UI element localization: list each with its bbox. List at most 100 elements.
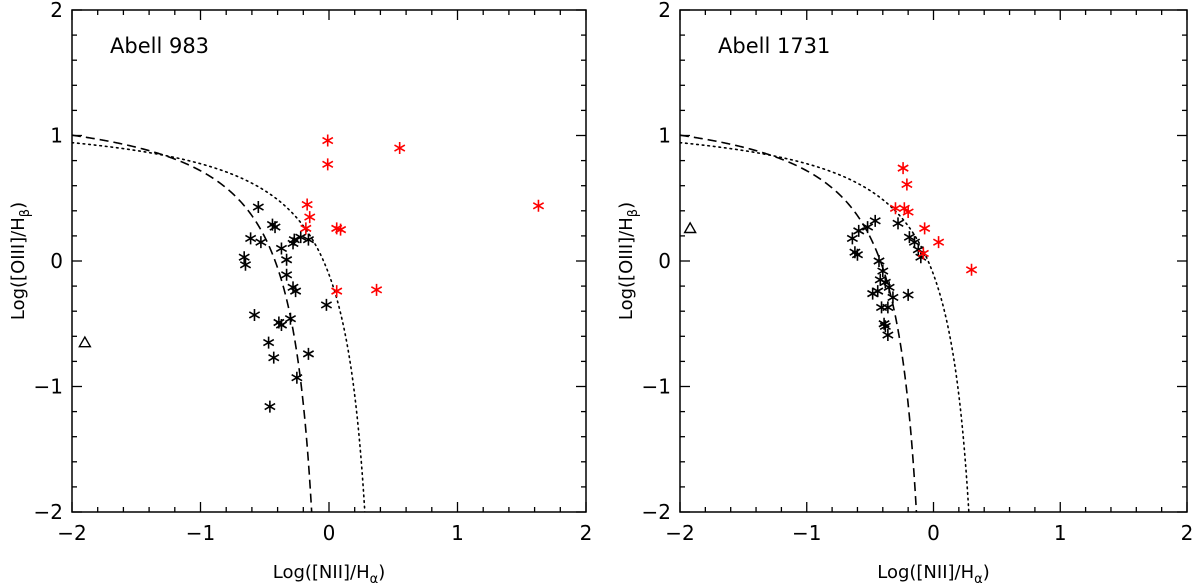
black-asterisk-point — [879, 320, 891, 333]
panel-1: −2 −1 0 1 2 −2 −1 0 1 2 Abell 983 Log([NII]/Hα) Log(… — [8, 0, 593, 587]
triangle-point — [683, 221, 697, 234]
x-tick-label: 2 — [580, 521, 593, 545]
red-asterisk-point — [902, 206, 914, 219]
black-asterisk-point — [853, 224, 865, 237]
black-asterisk-point — [275, 242, 288, 255]
x-tick-label: 0 — [323, 521, 336, 545]
dotted-curve — [72, 141, 366, 512]
black-asterisk-point — [861, 221, 874, 234]
y-tick-label: −2 — [34, 500, 63, 524]
axes-frame — [71, 9, 587, 513]
black-asterisk-point — [269, 221, 281, 234]
black-asterisk-point — [268, 351, 280, 364]
black-asterisk-point — [280, 253, 293, 266]
red-asterisk-point — [897, 162, 909, 175]
red-asterisk-point — [965, 263, 978, 276]
dashed-curve — [680, 134, 918, 512]
y-tick-label: 1 — [50, 124, 63, 148]
y-tick-label: 1 — [658, 124, 671, 148]
red-asterisk-point — [901, 178, 913, 191]
black-asterisk-point — [302, 347, 315, 360]
y-tick-label: −2 — [642, 500, 671, 524]
red-asterisk-point — [322, 134, 334, 147]
black-asterisk-point — [903, 231, 916, 244]
panel-title: Abell 1731 — [718, 34, 830, 58]
x-tick-label: 1 — [1054, 521, 1067, 545]
black-asterisk-point — [851, 248, 864, 261]
x-tick-label: 2 — [1181, 521, 1194, 545]
y-tick-label: 2 — [658, 0, 671, 22]
black-asterisk-point — [887, 291, 899, 304]
red-asterisk-point — [322, 158, 334, 171]
black-asterisk-point — [245, 232, 257, 245]
red-points — [300, 134, 545, 298]
panel-2: −2 −1 0 1 2 −2 −1 0 1 2 Abell 1731 Log([NII]/Hα) Log… — [616, 0, 1194, 587]
triangle-point — [78, 335, 92, 348]
y-tick-label: −1 — [642, 375, 671, 399]
black-asterisk-point — [892, 217, 904, 230]
axes-frame — [679, 9, 1188, 513]
black-asterisk-point — [869, 214, 881, 227]
black-asterisk-point — [275, 319, 288, 332]
black-asterisk-point — [320, 298, 333, 311]
y-tick-label: 2 — [50, 0, 63, 22]
black-asterisk-point — [875, 301, 888, 314]
x-tick-label: −2 — [665, 521, 694, 545]
black-asterisk-point — [238, 251, 250, 264]
x-tick-label: 0 — [927, 521, 940, 545]
black-points — [846, 214, 927, 342]
black-asterisk-point — [882, 329, 894, 342]
black-asterisk-point — [287, 281, 299, 294]
red-asterisk-point — [370, 283, 383, 296]
red-asterisk-point — [300, 222, 312, 235]
red-asterisk-point — [331, 285, 343, 298]
red-asterisk-point — [932, 236, 945, 249]
x-axis-label: Log([NII]/Hα) — [273, 562, 386, 584]
black-asterisk-point — [263, 336, 275, 349]
triangle-points — [683, 221, 697, 234]
red-asterisk-point — [532, 199, 545, 212]
black-points — [238, 201, 333, 413]
black-asterisk-point — [883, 281, 895, 294]
black-asterisk-point — [289, 285, 302, 298]
red-asterisk-point — [919, 222, 931, 235]
x-tick-label: −1 — [186, 521, 215, 545]
y-tick-label: 0 — [50, 249, 63, 273]
black-asterisk-point — [252, 201, 264, 214]
black-asterisk-point — [882, 301, 894, 314]
black-asterisk-point — [873, 255, 885, 267]
demarcation-curves — [680, 134, 970, 512]
y-axis-label: Log([OIII]/Hβ) — [8, 202, 33, 320]
black-asterisk-point — [255, 236, 267, 249]
black-asterisk-point — [248, 308, 261, 321]
y-tick-label: −1 — [34, 375, 63, 399]
black-asterisk-point — [846, 232, 858, 245]
red-asterisk-point — [304, 211, 316, 224]
red-asterisk-point — [301, 198, 313, 211]
black-asterisk-point — [915, 251, 927, 264]
ticks — [679, 9, 1188, 513]
panel-title: Abell 983 — [110, 34, 209, 58]
x-axis-label: Log([NII]/Hα) — [877, 562, 990, 584]
y-axis-label: Log([OIII]/Hβ) — [616, 202, 641, 320]
black-asterisk-point — [284, 312, 297, 325]
triangle-points — [78, 335, 92, 348]
black-asterisk-point — [291, 371, 303, 384]
red-points — [889, 162, 978, 276]
dotted-curve — [680, 141, 970, 512]
demarcation-curves — [72, 134, 366, 512]
black-asterisk-point — [302, 233, 315, 246]
ticks — [71, 9, 587, 513]
dashed-curve — [72, 134, 313, 512]
red-asterisk-point — [917, 247, 929, 260]
black-asterisk-point — [264, 400, 276, 413]
red-asterisk-point — [334, 223, 347, 236]
x-tick-label: 1 — [451, 521, 464, 545]
black-asterisk-point — [867, 287, 879, 300]
black-asterisk-point — [239, 258, 252, 271]
black-asterisk-point — [288, 233, 300, 246]
red-asterisk-point — [394, 142, 406, 155]
red-asterisk-point — [889, 202, 902, 215]
